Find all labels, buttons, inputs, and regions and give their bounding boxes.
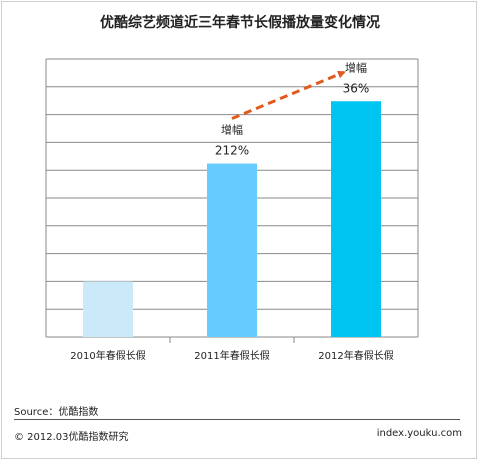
source-note: Source：优酷指数	[14, 407, 99, 418]
annotation-label: 增幅	[345, 60, 367, 74]
site-url: index.youku.com	[376, 428, 462, 439]
bar	[331, 101, 381, 337]
bar	[207, 163, 257, 337]
trend-arrow	[231, 70, 346, 120]
x-tick-label: 2011年春假长假	[194, 349, 269, 362]
bar	[83, 281, 133, 337]
data-label: 36%	[343, 81, 370, 95]
x-tick-label: 2012年春假长假	[318, 349, 393, 362]
annotation-label: 增幅	[221, 123, 243, 137]
data-label: 212%	[215, 144, 249, 158]
copyright-note: © 2012.03优酷指数研究	[14, 432, 129, 443]
x-tick-label: 2010年春假长假	[70, 349, 145, 362]
chart-title: 优酷综艺频道近三年春节长假播放量变化情况	[100, 15, 380, 31]
footer-divider	[14, 419, 460, 420]
